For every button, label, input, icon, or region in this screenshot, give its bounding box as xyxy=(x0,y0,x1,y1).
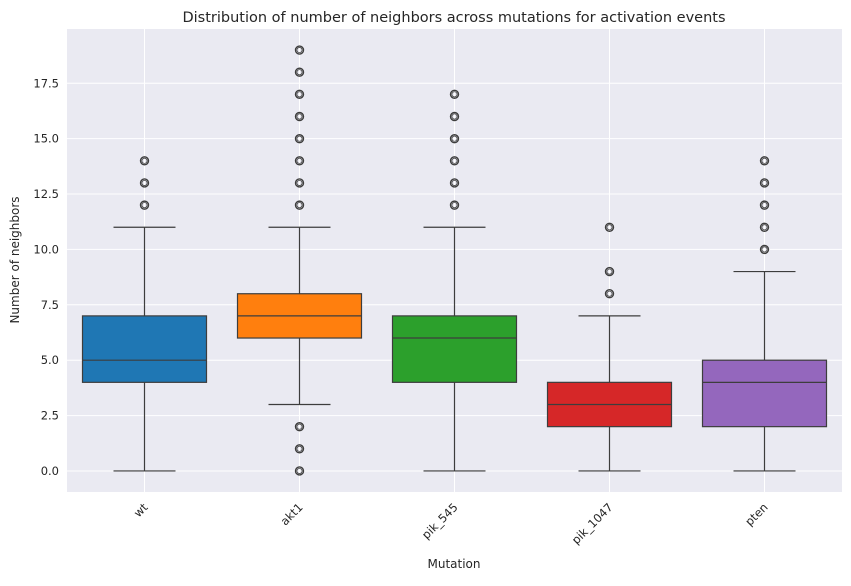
outlier-point-overlap xyxy=(296,423,303,430)
outlier-point xyxy=(294,421,305,432)
outlier-point-overlap xyxy=(296,445,303,452)
y-tick-label: 10.0 xyxy=(33,242,59,256)
box-group-pik_1047 xyxy=(546,222,673,472)
box-group-pik_545 xyxy=(391,89,518,472)
x-tick-label: wt xyxy=(131,500,151,520)
outlier-point xyxy=(759,200,770,210)
outlier-point xyxy=(294,45,305,55)
outlier-point-overlap xyxy=(451,157,458,164)
outlier-point xyxy=(294,156,305,166)
outlier-point xyxy=(139,178,150,188)
outlier-point xyxy=(139,156,150,166)
y-tick-label: 5.0 xyxy=(41,353,59,367)
chart-title: Distribution of number of neighbors acro… xyxy=(182,10,725,26)
y-tick-label: 2.5 xyxy=(41,409,59,423)
outlier-point xyxy=(449,178,460,188)
outlier-point-overlap xyxy=(296,47,303,54)
outlier-point-overlap xyxy=(141,157,148,164)
outlier-point xyxy=(294,111,305,122)
outlier-point-overlap xyxy=(296,113,303,120)
box-group-akt1 xyxy=(236,45,363,476)
outlier-point xyxy=(139,200,150,210)
outlier-point-overlap xyxy=(296,69,303,76)
x-tick-label: akt1 xyxy=(278,500,306,528)
outlier-point-overlap xyxy=(296,135,303,142)
outlier-point xyxy=(759,244,770,255)
outlier-point-overlap xyxy=(451,179,458,186)
y-tick-label: 0.0 xyxy=(41,464,59,478)
outlier-point xyxy=(604,222,615,232)
outlier-point xyxy=(294,67,305,77)
outlier-point xyxy=(759,222,770,232)
outlier-point-overlap xyxy=(141,179,148,186)
outlier-point-overlap xyxy=(761,246,768,253)
outlier-point-overlap xyxy=(296,202,303,209)
x-tick-label: pik_545 xyxy=(419,500,461,542)
y-tick-label: 15.0 xyxy=(33,132,59,146)
outlier-point xyxy=(604,289,615,299)
y-tick-label: 7.5 xyxy=(41,298,59,312)
outlier-point-overlap xyxy=(606,224,613,231)
outlier-point-overlap xyxy=(296,179,303,186)
outlier-point-overlap xyxy=(296,157,303,164)
x-axis-label: Mutation xyxy=(427,557,480,571)
outlier-point xyxy=(294,200,305,210)
outlier-point-overlap xyxy=(606,290,613,297)
outlier-point-overlap xyxy=(141,202,148,209)
outlier-point-overlap xyxy=(451,91,458,98)
outlier-point-overlap xyxy=(296,91,303,98)
outlier-point xyxy=(294,178,305,188)
outlier-point xyxy=(294,89,305,100)
outlier-point-overlap xyxy=(761,179,768,186)
iqr-box xyxy=(701,359,828,428)
outlier-point-overlap xyxy=(451,202,458,209)
x-tick-label: pik_1047 xyxy=(569,500,616,547)
iqr-box xyxy=(391,315,518,383)
outlier-point xyxy=(449,133,460,144)
outlier-point xyxy=(449,111,460,122)
outlier-point-overlap xyxy=(451,113,458,120)
boxes-layer xyxy=(81,45,828,476)
outlier-point-overlap xyxy=(761,224,768,231)
iqr-box xyxy=(81,315,208,383)
box-group-pten xyxy=(701,156,828,472)
y-tick-label: 12.5 xyxy=(33,187,59,201)
x-tick-label: pten xyxy=(742,500,770,528)
outlier-point xyxy=(294,444,305,454)
outlier-point-overlap xyxy=(761,202,768,209)
outlier-point xyxy=(604,266,615,277)
outlier-point xyxy=(449,156,460,166)
outlier-point-overlap xyxy=(761,157,768,164)
outlier-point xyxy=(294,133,305,144)
outlier-point-overlap xyxy=(296,467,303,474)
outlier-point xyxy=(759,156,770,166)
outlier-point xyxy=(294,466,305,476)
box-group-wt xyxy=(81,156,208,472)
outlier-point-overlap xyxy=(606,268,613,275)
outlier-point xyxy=(759,178,770,188)
outlier-point xyxy=(449,200,460,210)
y-axis-label: Number of neighbors xyxy=(8,196,22,323)
outlier-point xyxy=(449,89,460,100)
y-tick-label: 17.5 xyxy=(33,76,59,90)
outlier-point-overlap xyxy=(451,135,458,142)
